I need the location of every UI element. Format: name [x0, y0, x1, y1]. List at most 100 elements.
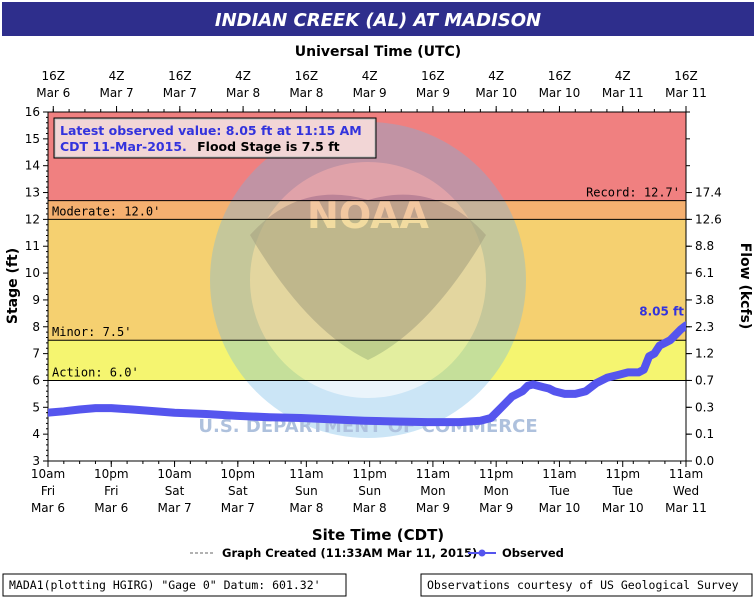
- flow-tick-label: 8.8: [695, 239, 714, 253]
- x-tick-label: Wed: [673, 484, 699, 498]
- observed-point: [330, 416, 336, 422]
- x-tick-label: Sat: [228, 484, 248, 498]
- observed-point: [657, 343, 663, 349]
- y-tick-label: 12: [25, 212, 40, 226]
- observed-point: [456, 419, 462, 425]
- flood-lines: Record: 12.7' Moderate: 12.0' Minor: 7.5' A…: [48, 186, 686, 381]
- observed-point: [641, 367, 647, 373]
- top-tick-label: Mar 10: [475, 86, 517, 100]
- observed-point: [108, 405, 114, 411]
- top-tick-label: 16Z: [674, 69, 698, 83]
- observed-point: [546, 386, 552, 392]
- top-tick-label: 4Z: [362, 69, 378, 83]
- y-tick-label: 14: [25, 159, 40, 173]
- info-line-2b: Flood Stage is 7.5 ft: [197, 139, 339, 154]
- observed-point: [129, 406, 135, 412]
- x-tick-label: Tue: [611, 484, 633, 498]
- flood-label-record: Record: 12.7': [586, 186, 680, 200]
- x-tick-label: Sun: [295, 484, 318, 498]
- legend-observed: Observed: [502, 546, 564, 560]
- x-tick-label: Mar 8: [353, 501, 387, 515]
- x-tick-label: Mar 8: [289, 501, 323, 515]
- top-axis-title: Universal Time (UTC): [295, 44, 461, 60]
- y-tick-label: 6: [32, 373, 40, 387]
- observed-point: [477, 418, 483, 424]
- y-tick-label: 13: [25, 186, 40, 200]
- right-axis-title: Flow (kcfs): [737, 243, 753, 330]
- x-tick-label: Mar 9: [479, 501, 513, 515]
- x-tick-label: 11am: [669, 467, 703, 481]
- observed-point: [235, 413, 241, 419]
- flood-label-action: Action: 6.0': [52, 365, 139, 379]
- x-tick-label: Sun: [358, 484, 381, 498]
- observed-point: [604, 375, 610, 381]
- y-tick-label: 15: [25, 132, 40, 146]
- observed-point: [498, 404, 504, 410]
- x-tick-label: 10am: [157, 467, 191, 481]
- grid-layer: [47, 111, 687, 462]
- flood-label-moderate: Moderate: 12.0': [52, 204, 160, 218]
- legend: Graph Created (11:33AM Mar 11, 2015) Obs…: [190, 546, 564, 560]
- top-tick-label: 16Z: [295, 69, 319, 83]
- observed-point: [551, 388, 557, 394]
- flow-tick-label: 1.2: [695, 347, 714, 361]
- flow-tick-label: 0.1: [695, 427, 714, 441]
- x-tick-label: Mar 6: [31, 501, 65, 515]
- flow-tick-label: 0.0: [695, 454, 714, 468]
- top-tick-label: 16Z: [168, 69, 192, 83]
- observed-point: [625, 369, 631, 375]
- observed-point: [172, 410, 178, 416]
- observed-point: [509, 394, 515, 400]
- footer-left-box: MADA1(plotting HGIRG) "Gage 0" Datum: 60…: [2, 573, 347, 597]
- x-tick-label: Mon: [420, 484, 445, 498]
- x-tick-label: 10am: [31, 467, 65, 481]
- axes: 3 4 5 6 7 8 9 10 11 12 13 14 15 16 0.0 0.1 0.3 0.7 1.2 2.3 3…: [25, 69, 722, 515]
- flow-tick-label: 6.1: [695, 266, 714, 280]
- top-tick-label: 4Z: [235, 69, 251, 83]
- top-tick-label: Mar 9: [416, 86, 450, 100]
- observed-point: [361, 418, 367, 424]
- observed-point: [562, 391, 568, 397]
- y-tick-label: 3: [32, 454, 40, 468]
- observed-point: [488, 415, 494, 421]
- x-tick-label: Mar 7: [157, 501, 191, 515]
- x-tick-label: Sat: [165, 484, 185, 498]
- flow-tick-label: 17.4: [695, 186, 722, 200]
- x-tick-label: Fri: [41, 484, 55, 498]
- top-tick-label: 16Z: [421, 69, 445, 83]
- x-tick-label: 11pm: [479, 467, 514, 481]
- top-tick-label: Mar 8: [289, 86, 323, 100]
- flow-tick-label: 2.3: [695, 320, 714, 334]
- x-tick-label: Mar 11: [665, 501, 707, 515]
- observed-point: [203, 411, 209, 417]
- title-bar: [2, 2, 754, 36]
- observed-point: [520, 388, 526, 394]
- flow-tick-label: 3.8: [695, 293, 714, 307]
- bottom-axis-title: Site Time (CDT): [312, 526, 444, 544]
- x-tick-label: 10pm: [221, 467, 256, 481]
- top-tick-label: Mar 11: [665, 86, 707, 100]
- top-tick-label: Mar 6: [36, 86, 70, 100]
- band-moderate: [48, 200, 686, 220]
- x-tick-label: Mar 10: [602, 501, 644, 515]
- footer-left-text: MADA1(plotting HGIRG) "Gage 0" Datum: 60…: [9, 578, 321, 592]
- observed-point: [150, 408, 156, 414]
- observed-point: [525, 383, 531, 389]
- info-box: Latest observed value: 8.05 ft at 11:15 …: [53, 117, 377, 159]
- observed-point: [48, 410, 51, 416]
- observed-point: [678, 326, 684, 332]
- footer-right-box: Observations courtesy of US Geological S…: [420, 573, 753, 597]
- y-tick-label: 4: [32, 427, 40, 441]
- observed-point: [593, 380, 599, 386]
- top-tick-label: 16Z: [42, 69, 66, 83]
- observed-point: [266, 414, 272, 420]
- observed-point: [61, 408, 67, 414]
- top-tick-label: 16Z: [548, 69, 572, 83]
- x-tick-label: 11pm: [605, 467, 640, 481]
- observed-point: [583, 388, 589, 394]
- observed-point: [651, 351, 657, 357]
- x-tick-label: Mon: [484, 484, 509, 498]
- observed-point: [393, 419, 399, 425]
- observed-point: [298, 415, 304, 421]
